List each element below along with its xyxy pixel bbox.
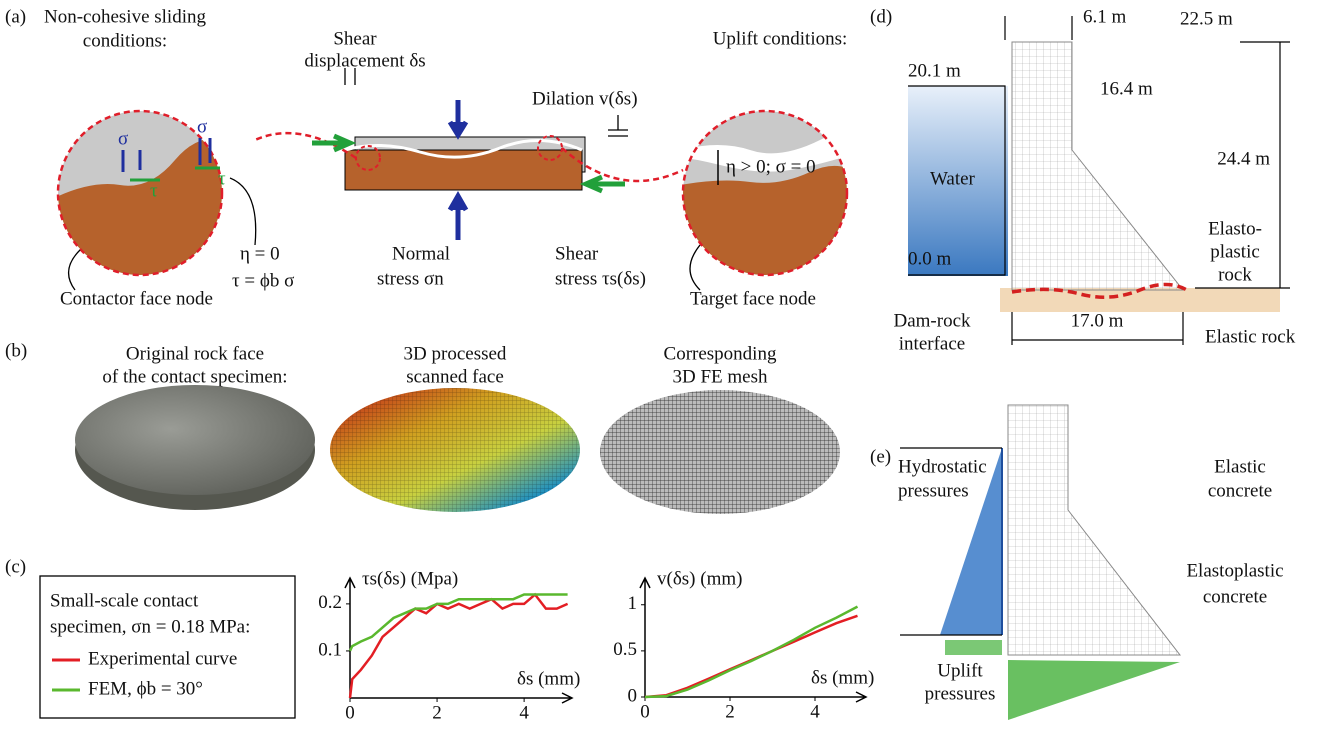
label: η = 0 bbox=[240, 243, 280, 264]
label: stress σn bbox=[377, 268, 444, 289]
dimension: 16.4 m bbox=[1100, 78, 1153, 99]
x-tick-label: 2 bbox=[432, 702, 442, 723]
dimension: 0.0 m bbox=[908, 248, 952, 269]
label: plastic bbox=[1210, 241, 1260, 262]
panel-label: (c) bbox=[5, 556, 26, 577]
figure: (a) Non-cohesive sliding conditions: σ σ… bbox=[0, 0, 1325, 734]
y-axis-label: v(δs) (mm) bbox=[657, 568, 742, 589]
label: Uplift bbox=[937, 660, 983, 681]
label: pressures bbox=[925, 683, 996, 704]
label: Contactor face node bbox=[60, 288, 213, 309]
label: Shear bbox=[333, 28, 377, 49]
legend-label: FEM, ϕb = 30° bbox=[88, 678, 203, 699]
label: displacement δs bbox=[304, 50, 425, 71]
dimension: 22.5 m bbox=[1180, 8, 1233, 29]
y-tick-label: 0.2 bbox=[318, 592, 342, 613]
panel-label: (e) bbox=[870, 446, 891, 467]
label: Shear bbox=[555, 243, 599, 264]
x-tick-label: 2 bbox=[725, 701, 735, 722]
title: Non-cohesive sliding bbox=[44, 6, 207, 27]
label: stress τs(δs) bbox=[555, 268, 646, 289]
label: Dilation v(δs) bbox=[532, 88, 638, 109]
label: Elastic bbox=[1214, 456, 1266, 477]
label: 3D FE mesh bbox=[673, 366, 769, 387]
x-axis-label: δs (mm) bbox=[517, 668, 580, 689]
panel-d: (d) 6.1 m 22.5 m 20.1 m 16.4 m 24.4 m Wa… bbox=[870, 6, 1296, 354]
dimension: 6.1 m bbox=[1083, 6, 1127, 27]
sigma-label: σ bbox=[118, 128, 128, 149]
label: Elastic rock bbox=[1205, 326, 1296, 347]
label: τ = ϕb σ bbox=[232, 270, 294, 291]
y-axis-label: τs(δs) (Mpa) bbox=[362, 568, 458, 589]
label: pressures bbox=[898, 480, 969, 501]
panel-c: (c) Small-scale contact specimen, σn = 0… bbox=[5, 556, 874, 723]
dimension: 20.1 m bbox=[908, 60, 961, 81]
label: η > 0; σ = 0 bbox=[726, 156, 816, 177]
legend-label: Experimental curve bbox=[88, 648, 237, 669]
x-tick-label: 0 bbox=[345, 702, 355, 723]
sigma-label: σ bbox=[197, 116, 207, 137]
label: concrete bbox=[1203, 586, 1267, 607]
label: rock bbox=[1218, 264, 1252, 285]
y-tick-label: 1 bbox=[628, 593, 638, 614]
title: conditions: bbox=[83, 30, 167, 51]
panel-a: (a) Non-cohesive sliding conditions: σ σ… bbox=[5, 6, 860, 309]
label: Water bbox=[930, 168, 976, 189]
label: Hydrostatic bbox=[898, 456, 987, 477]
label: interface bbox=[899, 333, 965, 354]
y-tick-label: 0.1 bbox=[318, 639, 342, 660]
label: Elastoplastic bbox=[1186, 560, 1283, 581]
label: of the contact specimen: bbox=[102, 366, 287, 387]
panel-b: (b) Original rock face of the contact sp… bbox=[5, 340, 840, 514]
panel-label: (b) bbox=[5, 340, 27, 361]
panel-label: (d) bbox=[870, 6, 892, 27]
x-tick-label: 0 bbox=[640, 701, 650, 722]
y-tick-label: 0 bbox=[628, 685, 638, 706]
label: Target face node bbox=[690, 288, 816, 309]
label: concrete bbox=[1208, 480, 1272, 501]
label: Elasto- bbox=[1208, 218, 1262, 239]
panel-label: (a) bbox=[5, 6, 26, 27]
label: 3D processed bbox=[404, 343, 507, 364]
x-axis-label: δs (mm) bbox=[811, 667, 874, 688]
x-tick-label: 4 bbox=[519, 702, 529, 723]
dimension: 24.4 m bbox=[1217, 148, 1270, 169]
label: Dam-rock bbox=[893, 310, 971, 331]
x-tick-label: 4 bbox=[810, 701, 820, 722]
panel-e: (e) Hydrostatic pressures Elastic concre… bbox=[870, 405, 1284, 720]
tau-label: τ bbox=[150, 180, 158, 201]
legend-title: specimen, σn = 0.18 MPa: bbox=[50, 616, 250, 637]
legend-title: Small-scale contact bbox=[50, 590, 199, 611]
tau-label: τ bbox=[218, 168, 226, 189]
title: Uplift conditions: bbox=[713, 28, 848, 49]
label: Original rock face bbox=[126, 343, 264, 364]
label: scanned face bbox=[406, 366, 504, 387]
y-tick-label: 0.5 bbox=[613, 639, 637, 660]
label: Normal bbox=[392, 243, 450, 264]
dimension: 17.0 m bbox=[1071, 310, 1124, 331]
label: Corresponding bbox=[664, 343, 777, 364]
